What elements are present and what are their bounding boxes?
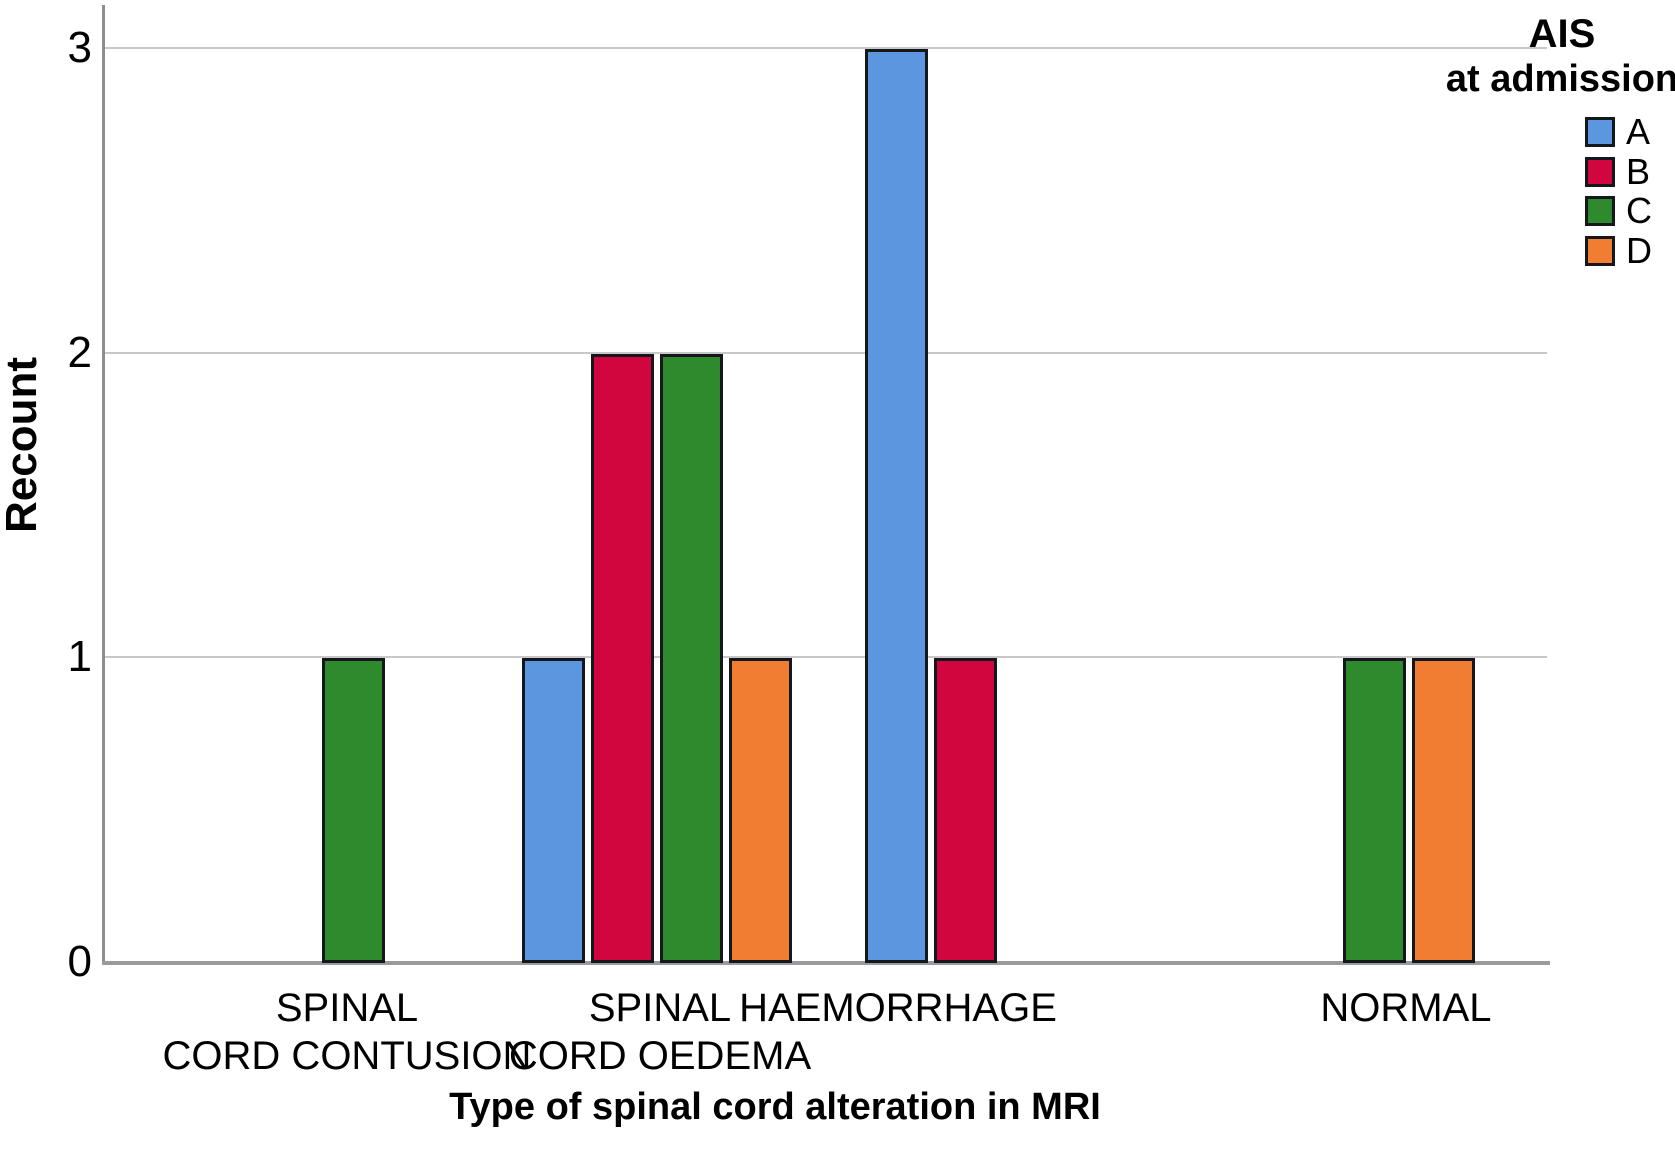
- x-axis-title: Type of spinal cord alteration in MRI: [449, 1086, 1101, 1128]
- legend-swatch-b: [1585, 157, 1615, 187]
- y-tick-label-2: 2: [67, 328, 92, 377]
- bar-c-spinal-cord-contusion: [322, 658, 385, 963]
- y-axis-line: [102, 5, 105, 964]
- y-tick-label-1: 1: [67, 632, 92, 681]
- legend-label-c: C: [1626, 190, 1652, 231]
- x-label-spinal-cord-contusion: SPINAL CORD CONTUSION: [162, 986, 532, 1078]
- x-label-haemorrhage: HAEMORRHAGE: [739, 986, 1057, 1030]
- bar-c-normal: [1343, 658, 1406, 963]
- x-label-spinal-cord-oedema: SPINAL CORD OEDEMA: [508, 986, 812, 1078]
- gridline-2: [105, 352, 1547, 354]
- legend-label-b: B: [1626, 151, 1651, 192]
- bar-b-haemorrhage: [934, 658, 997, 963]
- gridline-3: [105, 47, 1547, 49]
- legend-title-line2: at admission: [1445, 58, 1675, 100]
- gridline-1: [105, 656, 1547, 658]
- y-tick-label-3: 3: [67, 23, 92, 72]
- bar-a-spinal-cord-oedema: [522, 658, 585, 963]
- legend-label-a: A: [1626, 111, 1651, 152]
- legend-swatch-c: [1585, 196, 1615, 226]
- legend-swatch-d: [1585, 236, 1615, 266]
- bar-d-normal: [1412, 658, 1475, 963]
- bar-d-spinal-cord-oedema: [729, 658, 792, 963]
- bar-a-haemorrhage: [865, 49, 928, 963]
- legend-title-line1: AIS: [1528, 12, 1596, 56]
- x-label-normal: NORMAL: [1320, 986, 1492, 1030]
- x-axis-baseline: [102, 961, 1550, 965]
- bar-b-spinal-cord-oedema: [591, 354, 654, 963]
- bar-c-spinal-cord-oedema: [660, 354, 723, 963]
- legend-label-d: D: [1626, 230, 1652, 271]
- legend-swatch-a: [1585, 117, 1615, 147]
- y-tick-label-0: 0: [67, 937, 92, 986]
